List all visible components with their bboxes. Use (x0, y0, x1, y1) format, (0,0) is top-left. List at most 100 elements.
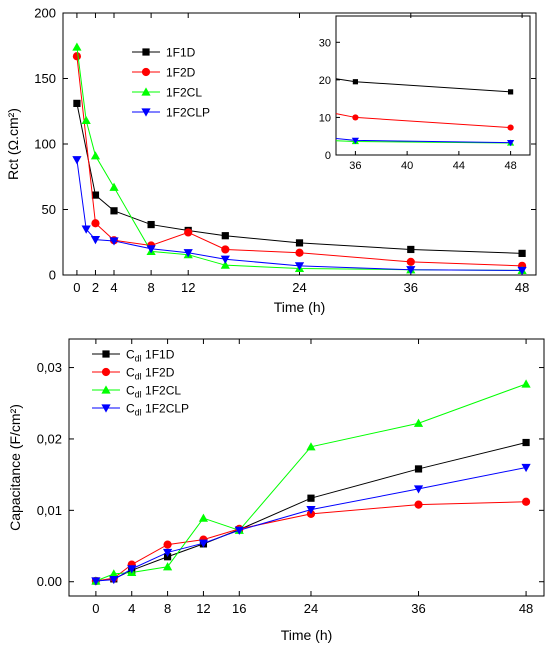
data-point (91, 191, 100, 199)
data-point (91, 219, 100, 228)
data-point (81, 115, 91, 125)
legend-marker (141, 108, 151, 117)
x-axis-label: Time (h) (281, 627, 333, 643)
x-tick-label: 2 (92, 280, 99, 295)
y-tick-label: 50 (42, 202, 56, 217)
y-tick-label: 0,01 (37, 503, 62, 518)
series-1F2CL (91, 379, 531, 585)
data-point (110, 207, 118, 215)
inset-series-1F1D (335, 78, 514, 95)
series-1F2CLP (72, 156, 527, 276)
x-tick-label: 36 (404, 280, 418, 295)
inset-x-tick-label: 44 (453, 160, 465, 172)
legend-marker (101, 367, 111, 377)
legend-marker (142, 48, 150, 56)
data-point (109, 569, 119, 578)
inset-frame (335, 15, 531, 156)
inset-x-tick-label: 48 (504, 160, 516, 172)
data-point (414, 465, 423, 473)
x-tick-label: 4 (128, 601, 135, 616)
x-tick-label: 36 (411, 601, 425, 616)
inset: 36 40 44 48 0 10 20 30 (319, 15, 531, 172)
legend-label: Cdl 1F2D (126, 366, 175, 382)
series-line (95, 467, 527, 582)
inset-series-1F2D (335, 113, 514, 131)
legend-label: Cdl 1F2CL (126, 384, 181, 400)
data-point (521, 497, 531, 506)
y-tick-label: 0,03 (37, 360, 62, 375)
legend-label: 1F2CL (166, 86, 202, 100)
data-point (406, 257, 415, 266)
data-point (198, 513, 209, 522)
legend-marker (101, 404, 111, 413)
inset-x-tick-label: 40 (401, 160, 413, 172)
data-point (295, 248, 304, 257)
data-point (522, 438, 530, 447)
y-axis-label: Capacitance (F/cm²) (7, 404, 23, 531)
data-point (306, 442, 316, 451)
x-tick-label: 0 (73, 280, 80, 295)
inset-y-tick-label: 10 (319, 112, 331, 124)
series-line (76, 46, 523, 271)
y-tick-label: 100 (34, 137, 56, 152)
data-point (90, 236, 101, 245)
y-tick-label: 0.00 (37, 574, 62, 589)
legend-label: 1F2D (166, 66, 196, 80)
x-tick-label: 24 (292, 280, 306, 295)
data-point (221, 245, 230, 254)
data-point (413, 418, 424, 427)
legend-label: Cdl 1F1D (126, 348, 175, 364)
legend-marker (102, 350, 110, 358)
legend-label: Cdl 1F2CLP (126, 402, 189, 418)
legend-marker (141, 67, 151, 77)
inset-data-point (351, 137, 359, 144)
inset-data-point (352, 79, 358, 85)
data-point (72, 42, 82, 51)
data-point (221, 232, 229, 240)
x-tick-label: 0 (92, 601, 99, 616)
x-tick-label: 48 (515, 280, 529, 295)
data-point (184, 228, 193, 237)
x-tick-label: 8 (147, 280, 154, 295)
inset-data-point (508, 89, 514, 95)
data-point (521, 379, 531, 388)
data-point (198, 539, 209, 548)
inset-data-point (352, 114, 359, 121)
data-point (147, 220, 155, 229)
data-point (109, 237, 119, 246)
data-point (146, 245, 156, 254)
y-axis-label: Rct (Ω.cm²) (5, 108, 21, 180)
data-point (295, 239, 304, 247)
inset-y-tick-label: 0 (325, 150, 331, 162)
data-point (307, 494, 315, 502)
inset-data-point (507, 140, 515, 147)
x-tick-label: 24 (304, 601, 318, 616)
y-tick-label: 0,02 (37, 431, 62, 446)
legend-label: 1F1D (166, 46, 196, 60)
y-tick-label: 200 (34, 6, 56, 21)
inset-series-line (335, 113, 511, 129)
data-point (81, 225, 91, 234)
data-point (294, 262, 305, 271)
data-point (183, 249, 193, 258)
legend: 1F1D 1F2D 1F2CL 1F2CLP (132, 46, 210, 120)
data-point (518, 249, 526, 257)
series-1F2CL (72, 42, 527, 275)
x-tick-label: 4 (110, 280, 117, 295)
x-tick-label: 48 (519, 601, 533, 616)
inset-y-tick-label: 30 (319, 37, 331, 49)
x-tick-label: 8 (164, 601, 171, 616)
inset-y-tick-label: 20 (319, 75, 331, 87)
data-point (163, 540, 172, 549)
series-1F2CLP (91, 463, 531, 586)
x-axis-label: Time (h) (274, 299, 326, 315)
plot-frame (68, 338, 545, 597)
data-point (127, 565, 137, 574)
x-tick-label: 16 (232, 601, 246, 616)
data-point (162, 548, 173, 558)
inset-series-line (335, 78, 511, 93)
legend-marker (101, 385, 111, 394)
y-tick-label: 150 (34, 71, 56, 86)
